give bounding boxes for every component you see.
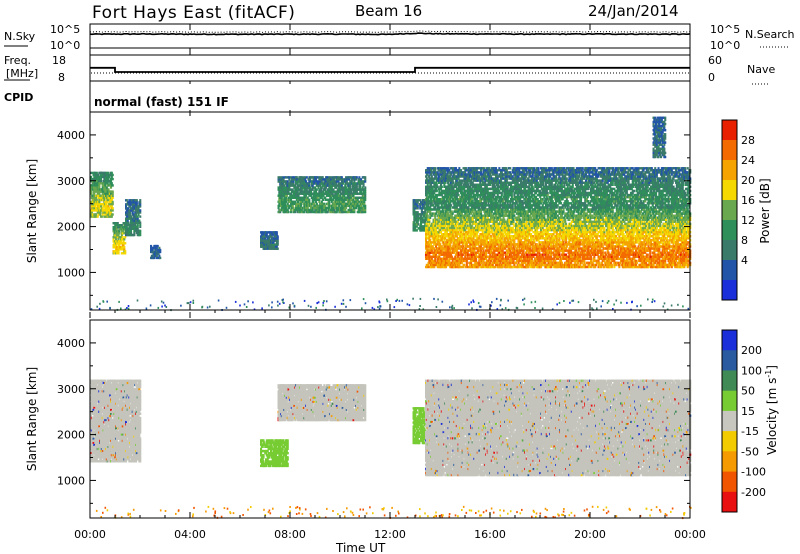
power-cell [112, 178, 114, 180]
power-cell [100, 205, 102, 207]
nsearch-label: N.Search [745, 28, 795, 41]
nsearch-tick-high: 10^5 [710, 23, 740, 36]
power-cell [139, 215, 141, 217]
power-cell [112, 213, 114, 215]
freq-tick-low: 8 [58, 71, 65, 84]
power-cell [159, 249, 161, 251]
nsky-tick-high: 10^5 [50, 23, 80, 36]
power-cell [159, 257, 161, 259]
power-cell [288, 211, 290, 213]
freq-panel: Freq. [MHz] 18 8 60 0 Nave [4, 54, 775, 84]
power-cell [108, 207, 110, 209]
power-cell [300, 203, 302, 205]
power-cell [95, 197, 97, 199]
power-cell [137, 224, 139, 226]
nave-tick-low: 0 [708, 71, 715, 84]
power-cell [128, 222, 130, 224]
power-cell [139, 230, 141, 232]
power-cell [139, 199, 141, 201]
power-cell [108, 188, 110, 190]
power-cell [101, 215, 103, 217]
power-cell [112, 201, 114, 203]
nave-label: Nave [747, 63, 775, 76]
nsky-label: N.Sky [4, 30, 36, 43]
power-cell [130, 230, 132, 232]
power-cell [139, 201, 141, 203]
power-cell [112, 197, 114, 199]
power-cell [100, 178, 102, 180]
power-cell [108, 178, 110, 180]
freq-tick-high: 18 [52, 54, 66, 67]
freq-unit: [MHz] [6, 67, 38, 80]
power-cell [277, 239, 279, 241]
date-label: 24/Jan/2014 [588, 2, 679, 20]
power-cell [110, 186, 112, 188]
power-cell [112, 184, 114, 186]
power-cell [94, 205, 96, 207]
freq-trace [90, 68, 690, 72]
power-cell [136, 199, 138, 201]
power-cell [102, 207, 104, 209]
power-cell [308, 199, 310, 201]
nsky-trace [90, 33, 690, 35]
power-cell [111, 182, 113, 184]
power-cell [110, 180, 112, 182]
power-cell [99, 211, 101, 213]
power-cell [112, 190, 114, 192]
power-heatmap [90, 117, 691, 312]
power-cell [133, 234, 135, 236]
power-cell [100, 180, 102, 182]
power-cell [93, 193, 95, 195]
nsky-tick-low: 10^0 [50, 39, 80, 52]
power-cell [108, 172, 110, 174]
station-title: Fort Hays East (fitACF) [92, 3, 295, 23]
power-cell [124, 250, 126, 252]
cpid-label: CPID [4, 91, 33, 104]
power-cell [276, 231, 278, 233]
power-cell [112, 207, 114, 209]
power-cell [104, 184, 106, 186]
power-cell [124, 236, 126, 238]
nsky-panel: N.Sky 10^5 10^0 10^5 10^0 N.Search [4, 23, 795, 52]
freq-label: Freq. [4, 54, 31, 67]
power-cell [112, 209, 114, 211]
power-cell [98, 184, 100, 186]
power-cell [112, 174, 114, 176]
power-cell [98, 207, 100, 209]
power-cell [111, 215, 113, 217]
power-cell [123, 246, 125, 248]
power-cell [107, 182, 109, 184]
radar-summary-figure: Fort Hays East (fitACF) Beam 16 24/Jan/2… [0, 0, 800, 554]
power-cell [97, 215, 99, 217]
power-cell [277, 235, 279, 237]
power-cell [126, 199, 128, 201]
power-cell [111, 205, 113, 207]
nsearch-trace [90, 31, 690, 33]
nave-tick-high: 60 [708, 54, 722, 67]
power-cell [98, 193, 100, 195]
beam-label: Beam 16 [355, 2, 422, 20]
power-cell [124, 242, 126, 244]
power-cell [111, 172, 113, 174]
power-cell [108, 205, 110, 207]
power-cell [105, 203, 107, 205]
power-cell [139, 209, 141, 211]
power-cell [136, 201, 138, 203]
power-cell [112, 193, 114, 195]
nsearch-tick-low: 10^0 [710, 39, 740, 52]
power-cell [139, 224, 141, 226]
power-cell [139, 234, 141, 236]
power-cell [293, 180, 295, 182]
power-cell [96, 172, 98, 174]
cpid-value: normal (fast) 151 IF [94, 95, 229, 109]
power-cell [112, 195, 114, 197]
power-cell [277, 248, 279, 250]
power-cell [139, 222, 141, 224]
power-cell [112, 203, 114, 205]
